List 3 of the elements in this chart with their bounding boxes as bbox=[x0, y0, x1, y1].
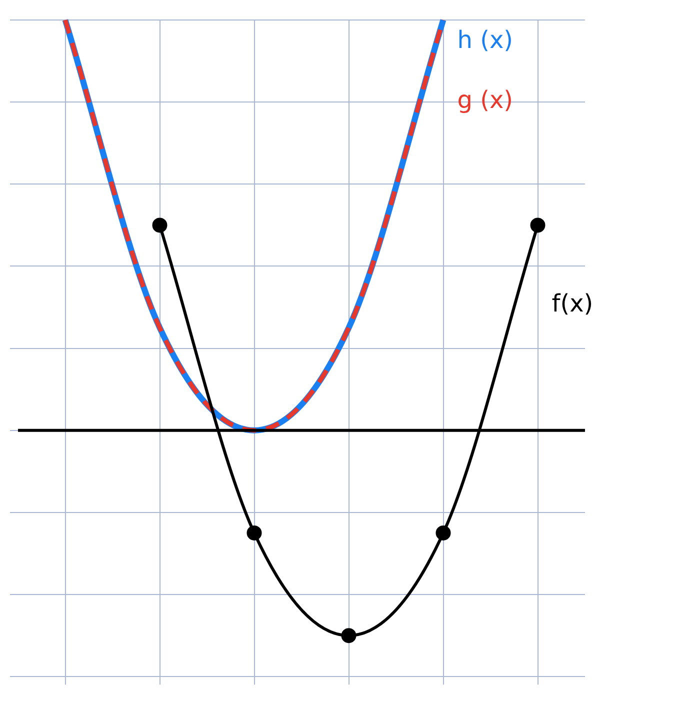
series-label: h (x) bbox=[457, 26, 514, 54]
series-label: g (x) bbox=[457, 86, 514, 114]
series-label: f(x) bbox=[552, 289, 594, 318]
